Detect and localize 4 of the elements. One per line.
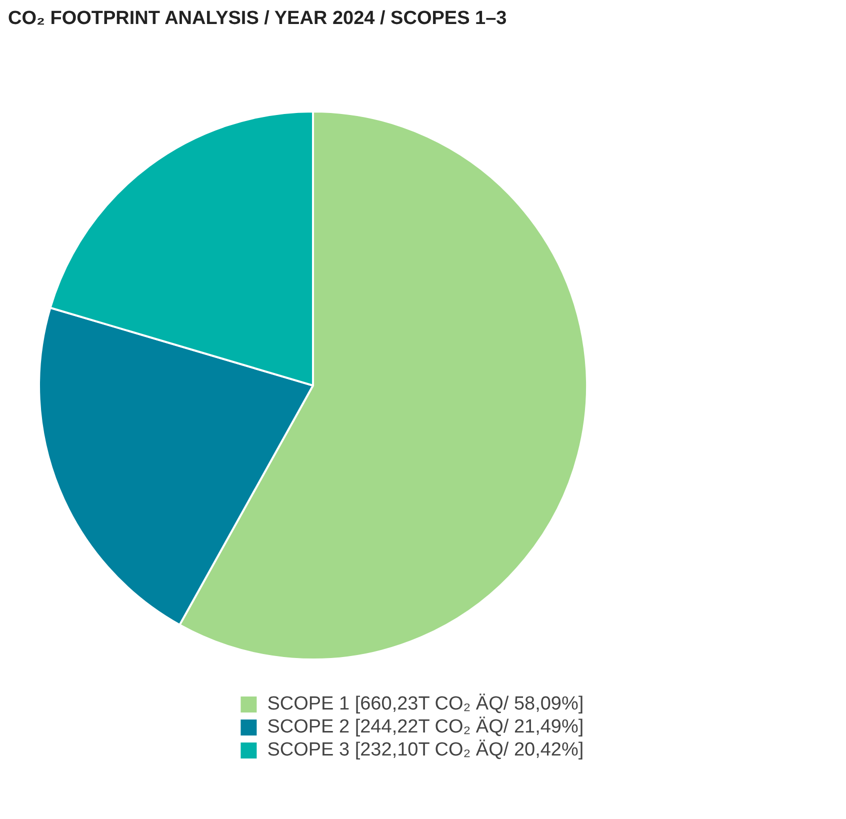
legend-label: SCOPE 3 [232,10T CO₂ ÄQ/ 20,42%]: [267, 740, 584, 761]
legend-label: SCOPE 2 [244,22T CO₂ ÄQ/ 21,49%]: [267, 716, 584, 738]
chart-title: CO₂ FOOTPRINT ANALYSIS / YEAR 2024 / SCOPES 1–3: [8, 8, 508, 30]
legend-label: SCOPE 1 [660,23T CO₂ ÄQ/ 58,09%]: [267, 694, 584, 715]
